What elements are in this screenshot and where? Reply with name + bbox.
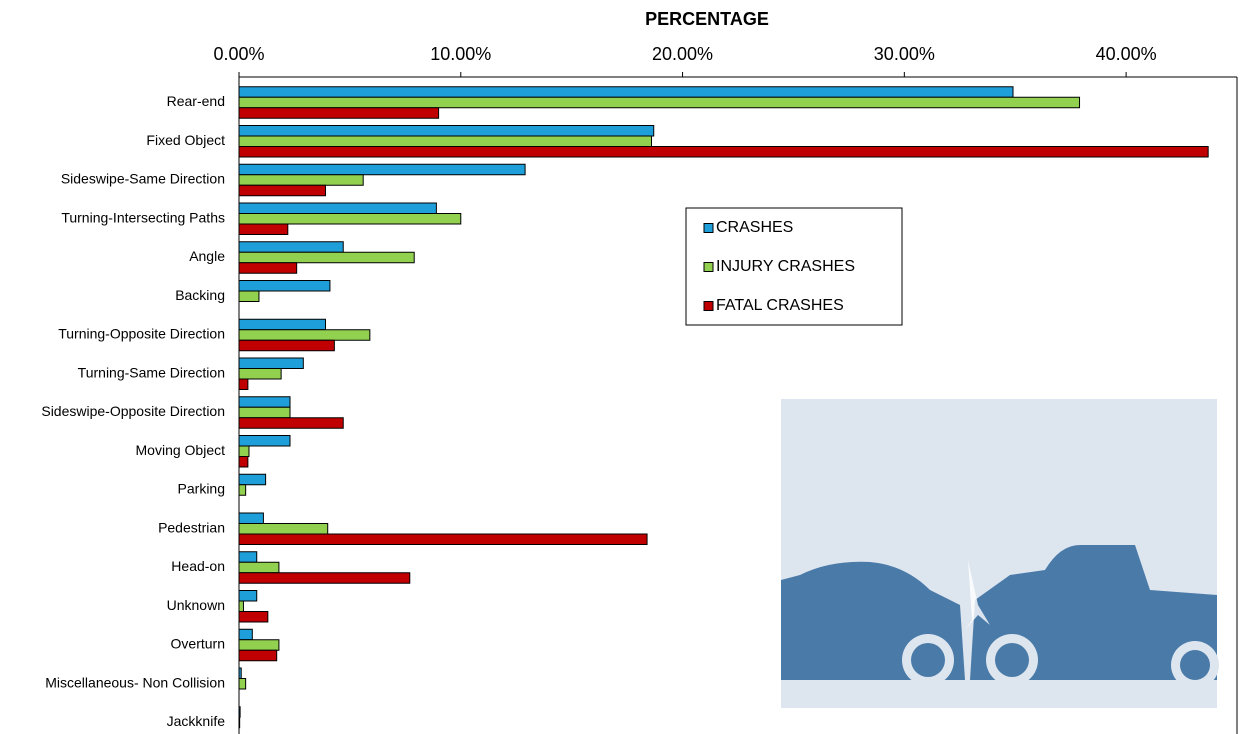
bar <box>238 406 291 419</box>
bar <box>238 523 329 535</box>
y-tick-label: Miscellaneous- Non Collision <box>45 674 225 690</box>
bar <box>238 125 655 137</box>
bar <box>238 628 253 641</box>
y-tick-label: Turning-Opposite Direction <box>58 326 225 342</box>
bar <box>238 280 331 292</box>
bar <box>238 339 335 352</box>
x-tick-label: 0.00% <box>213 44 264 64</box>
y-tick-label: Pedestrian <box>158 519 225 535</box>
bar <box>238 251 415 264</box>
bar <box>238 86 1014 98</box>
x-tick-label: 10.00% <box>430 44 491 64</box>
bar <box>238 456 249 468</box>
y-tick-label: Overturn <box>171 636 225 652</box>
bar <box>238 163 526 176</box>
bar <box>238 96 1081 109</box>
legend-swatch <box>703 301 714 311</box>
bar <box>238 396 291 408</box>
bar <box>238 649 278 662</box>
legend: CRASHES INJURY CRASHES FATAL CRASHES <box>685 207 903 326</box>
bar <box>238 174 364 186</box>
bar <box>238 590 258 602</box>
bar <box>238 318 326 331</box>
bar <box>238 667 242 679</box>
legend-swatch <box>703 262 714 272</box>
bar <box>238 716 241 729</box>
bar <box>238 378 249 390</box>
legend-label: CRASHES <box>716 219 793 236</box>
y-tick-label: Sideswipe-Opposite Direction <box>41 403 225 419</box>
y-tick-label: Backing <box>175 287 225 303</box>
bar <box>238 572 411 584</box>
bar <box>238 473 267 486</box>
bar <box>238 135 653 147</box>
x-tick-label: 20.00% <box>652 44 713 64</box>
y-tick-label: Head-on <box>171 558 225 574</box>
y-tick-label: Turning-Intersecting Paths <box>61 209 225 225</box>
bar <box>238 678 247 690</box>
x-tick-label: 40.00% <box>1096 44 1157 64</box>
bar <box>238 445 250 457</box>
bar <box>238 368 282 380</box>
y-tick-label: Fixed Object <box>146 132 225 148</box>
y-tick-label: Jackknife <box>167 713 226 729</box>
bar <box>238 357 304 369</box>
bar <box>238 435 291 447</box>
y-tick-label: Moving Object <box>136 442 226 458</box>
bar <box>238 146 1209 158</box>
bar <box>238 107 440 119</box>
y-tick-label: Angle <box>189 248 225 264</box>
bar <box>238 484 247 496</box>
x-tick-label: 30.00% <box>874 44 935 64</box>
bar <box>238 223 289 235</box>
bar <box>238 512 264 524</box>
y-tick-label: Turning-Same Direction <box>78 364 225 380</box>
bar <box>238 329 371 341</box>
y-tick-label: Sideswipe-Same Direction <box>61 171 225 187</box>
bar <box>238 202 437 214</box>
y-tick-label: Unknown <box>167 597 225 613</box>
legend-swatch <box>703 223 714 233</box>
bar <box>238 706 241 718</box>
bar <box>238 262 298 274</box>
bar <box>238 213 462 225</box>
legend-label: FATAL CRASHES <box>716 297 844 314</box>
bar <box>238 417 344 429</box>
bar <box>238 184 326 197</box>
bar <box>238 639 280 651</box>
bar <box>238 561 280 574</box>
bar <box>238 241 344 253</box>
crash-illustration <box>781 399 1219 708</box>
bar <box>238 611 269 623</box>
bar <box>238 290 260 302</box>
y-tick-label: Rear-end <box>167 93 225 109</box>
bar <box>238 551 258 563</box>
chart-title: PERCENTAGE <box>645 9 769 29</box>
legend-label: INJURY CRASHES <box>716 258 855 275</box>
bar <box>238 533 648 545</box>
bar <box>238 600 244 612</box>
y-tick-label: Parking <box>178 481 225 497</box>
